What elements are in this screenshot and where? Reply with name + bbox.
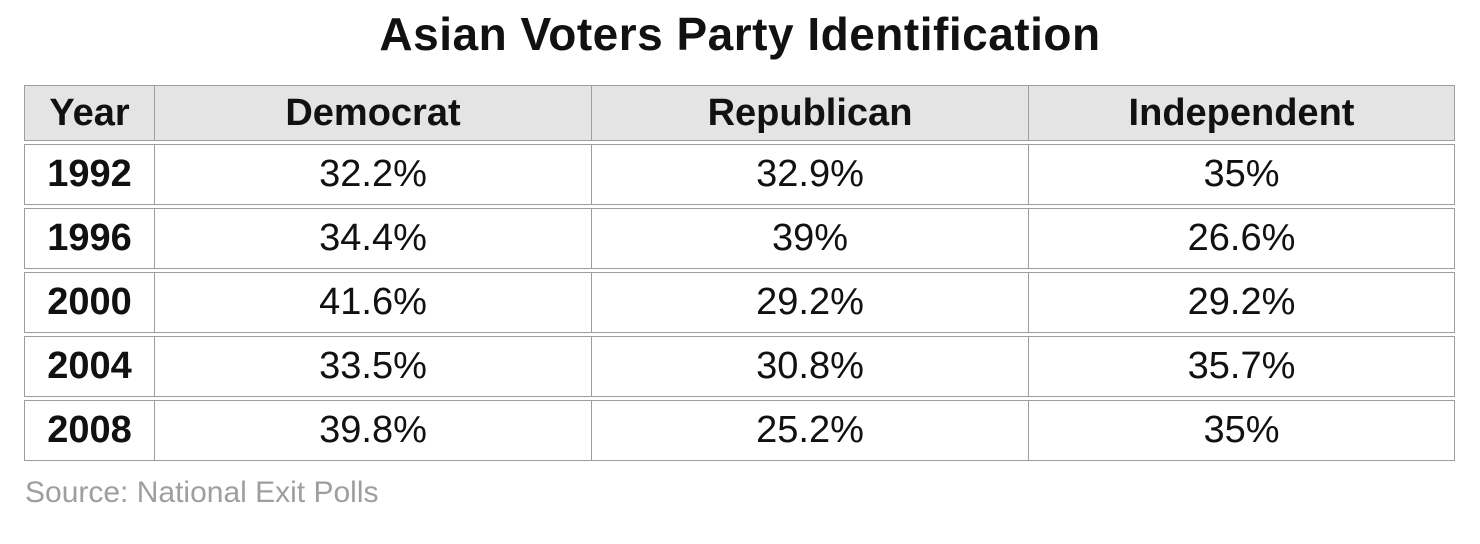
republican-value-cell: 30.8%: [592, 336, 1029, 397]
table-row: 1996 34.4% 39% 26.6%: [24, 208, 1455, 269]
independent-value-cell: 29.2%: [1029, 272, 1455, 333]
democrat-value-cell: 33.5%: [155, 336, 592, 397]
independent-value-cell: 26.6%: [1029, 208, 1455, 269]
table-row: 2000 41.6% 29.2% 29.2%: [24, 272, 1455, 333]
republican-value-cell: 39%: [592, 208, 1029, 269]
table-row: 2004 33.5% 30.8% 35.7%: [24, 336, 1455, 397]
year-cell: 1996: [24, 208, 155, 269]
republican-value-cell: 32.9%: [592, 144, 1029, 205]
table-row: 2008 39.8% 25.2% 35%: [24, 400, 1455, 461]
column-header-year: Year: [24, 85, 155, 141]
year-cell: 2004: [24, 336, 155, 397]
table-row: 1992 32.2% 32.9% 35%: [24, 144, 1455, 205]
table-figure: Asian Voters Party Identification Year D…: [24, 8, 1455, 509]
independent-value-cell: 35%: [1029, 400, 1455, 461]
year-cell: 2000: [24, 272, 155, 333]
column-header-democrat: Democrat: [155, 85, 592, 141]
democrat-value-cell: 39.8%: [155, 400, 592, 461]
source-note: Source: National Exit Polls: [25, 476, 379, 509]
republican-value-cell: 25.2%: [592, 400, 1029, 461]
democrat-value-cell: 34.4%: [155, 208, 592, 269]
democrat-value-cell: 32.2%: [155, 144, 592, 205]
year-cell: 1992: [24, 144, 155, 205]
column-header-independent: Independent: [1029, 85, 1455, 141]
column-header-republican: Republican: [592, 85, 1029, 141]
democrat-value-cell: 41.6%: [155, 272, 592, 333]
republican-value-cell: 29.2%: [592, 272, 1029, 333]
year-cell: 2008: [24, 400, 155, 461]
page-title: Asian Voters Party Identification: [379, 8, 1101, 60]
independent-value-cell: 35.7%: [1029, 336, 1455, 397]
party-identification-table: Year Democrat Republican Independent 199…: [24, 82, 1455, 464]
independent-value-cell: 35%: [1029, 144, 1455, 205]
table-header-row: Year Democrat Republican Independent: [24, 85, 1455, 141]
